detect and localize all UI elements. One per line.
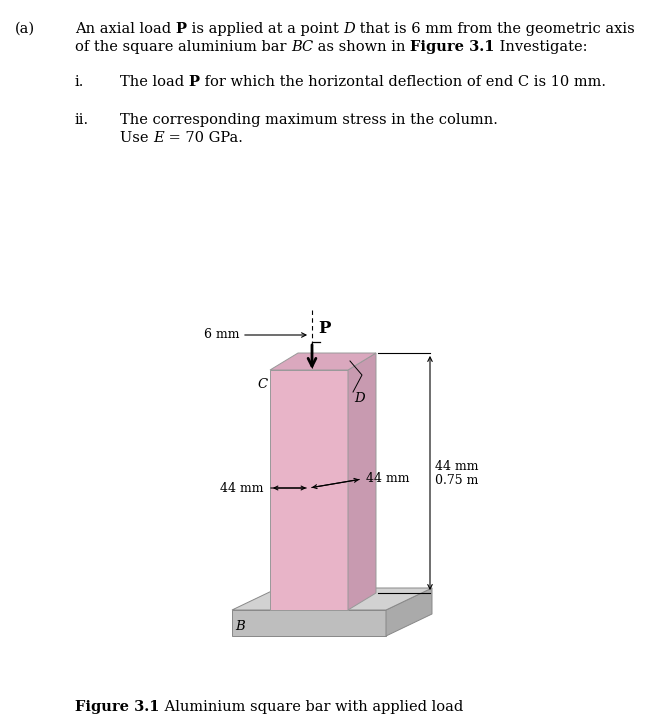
Text: ii.: ii. (75, 113, 89, 127)
Text: D: D (343, 22, 355, 36)
Text: P: P (176, 22, 187, 36)
Polygon shape (386, 588, 432, 636)
Text: as shown in: as shown in (313, 40, 411, 54)
Polygon shape (232, 610, 386, 636)
Text: that is 6 mm from the geometric axis: that is 6 mm from the geometric axis (355, 22, 635, 36)
Text: BC: BC (291, 40, 313, 54)
Text: 6 mm: 6 mm (204, 329, 240, 342)
Text: is applied at a point: is applied at a point (187, 22, 343, 36)
Polygon shape (270, 353, 376, 370)
Text: The corresponding maximum stress in the column.: The corresponding maximum stress in the … (120, 113, 498, 127)
Text: E: E (153, 131, 164, 145)
Text: 44 mm: 44 mm (221, 482, 264, 495)
Text: P: P (189, 75, 200, 89)
Text: Figure 3.1: Figure 3.1 (411, 40, 495, 54)
Text: B: B (235, 620, 245, 633)
Text: An axial load: An axial load (75, 22, 176, 36)
Text: D: D (354, 392, 364, 405)
Text: 44 mm: 44 mm (435, 460, 479, 472)
Polygon shape (270, 370, 348, 610)
Text: 44 mm: 44 mm (366, 472, 409, 485)
Text: = 70 GPa.: = 70 GPa. (164, 131, 243, 145)
Text: P: P (318, 320, 330, 337)
Text: of the square aluminium bar: of the square aluminium bar (75, 40, 291, 54)
Text: 0.75 m: 0.75 m (435, 475, 479, 488)
Text: for which the horizontal deflection of end C is 10 mm.: for which the horizontal deflection of e… (200, 75, 606, 89)
Text: Investigate:: Investigate: (495, 40, 588, 54)
Polygon shape (348, 353, 376, 610)
Text: Aluminium square bar with applied load: Aluminium square bar with applied load (159, 700, 463, 714)
Text: C: C (258, 378, 268, 391)
Text: Figure 3.1: Figure 3.1 (75, 700, 159, 714)
Text: Use: Use (120, 131, 153, 145)
Text: The load: The load (120, 75, 189, 89)
Polygon shape (232, 588, 432, 610)
Text: (a): (a) (15, 22, 35, 36)
Text: i.: i. (75, 75, 84, 89)
